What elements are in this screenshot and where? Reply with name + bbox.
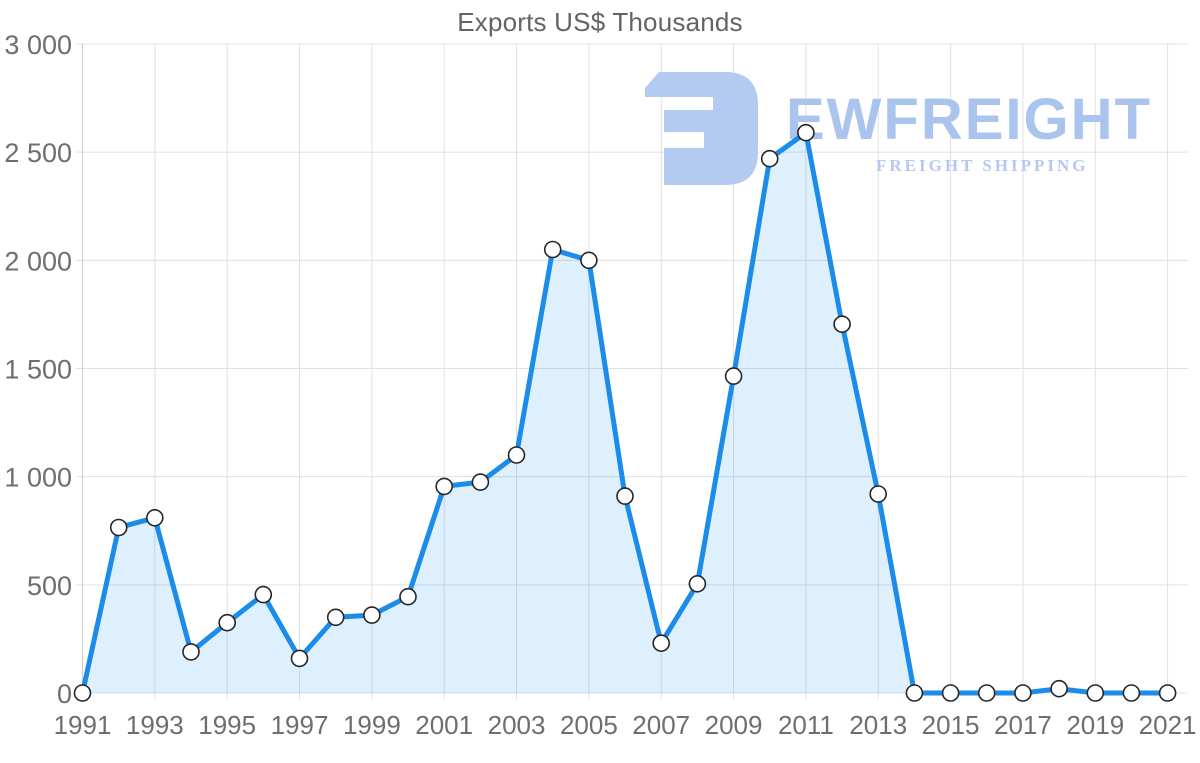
- y-axis-tick-label: 1 000: [4, 463, 72, 493]
- data-point-marker[interactable]: [724, 367, 743, 385]
- data-point-marker[interactable]: [471, 473, 490, 491]
- x-axis-tick-label: 2007: [632, 710, 690, 740]
- x-axis-tick-label: 2017: [994, 710, 1052, 740]
- y-axis-tick-label: 1 500: [4, 355, 72, 385]
- x-axis-tick-label: 2021: [1139, 710, 1197, 740]
- x-axis-tick-label: 2019: [1066, 710, 1124, 740]
- x-axis-tick-label: 2003: [488, 710, 546, 740]
- data-point-marker[interactable]: [73, 684, 92, 702]
- area-fill: [82, 132, 1168, 693]
- data-point-marker[interactable]: [1158, 684, 1177, 702]
- data-point-marker[interactable]: [941, 684, 960, 702]
- x-axis-tick-label: 2005: [560, 710, 618, 740]
- x-axis-tick-label: 1997: [271, 710, 329, 740]
- data-point-marker[interactable]: [435, 477, 454, 496]
- x-axis-tick-label: 2015: [922, 710, 980, 740]
- watermark: EWFREIGHT FREIGHT SHIPPING: [645, 64, 1165, 194]
- data-point-marker[interactable]: [616, 487, 634, 505]
- data-point-marker[interactable]: [688, 574, 707, 593]
- x-axis-tick-label: 1999: [343, 710, 401, 740]
- y-axis-tick-label: 2 000: [4, 246, 72, 276]
- x-axis-tick-label: 2009: [705, 710, 763, 740]
- data-point-marker[interactable]: [1086, 684, 1105, 702]
- data-point-marker[interactable]: [869, 485, 888, 503]
- data-point-marker[interactable]: [977, 684, 996, 702]
- x-axis-tick-label: 2001: [415, 710, 473, 740]
- data-point-marker[interactable]: [109, 518, 128, 537]
- y-axis-tick-label: 3 000: [4, 30, 72, 60]
- data-point-marker[interactable]: [580, 251, 598, 270]
- data-point-marker[interactable]: [290, 649, 309, 668]
- data-point-marker[interactable]: [363, 606, 381, 624]
- x-axis-tick-label: 2011: [778, 710, 834, 740]
- logo-glyph: [645, 72, 758, 185]
- data-point-marker[interactable]: [399, 587, 417, 606]
- data-point-marker[interactable]: [1014, 684, 1032, 702]
- watermark-brand-text: EWFREIGHT: [786, 87, 1152, 152]
- data-point-marker[interactable]: [146, 508, 164, 527]
- y-axis-tick-label: 500: [27, 571, 72, 601]
- data-point-marker[interactable]: [218, 613, 236, 632]
- data-point-marker[interactable]: [326, 608, 345, 627]
- y-axis-tick-label: 0: [57, 679, 72, 709]
- x-axis-tick-label: 1995: [198, 710, 256, 740]
- data-point-marker[interactable]: [760, 149, 779, 168]
- data-point-marker[interactable]: [833, 315, 851, 334]
- data-point-marker[interactable]: [254, 585, 273, 604]
- data-point-marker[interactable]: [507, 446, 526, 464]
- data-point-marker[interactable]: [182, 643, 200, 661]
- x-axis-tick-label: 1991: [54, 710, 112, 740]
- data-point-marker[interactable]: [905, 684, 924, 702]
- x-axis-tick-label: 2013: [849, 710, 907, 740]
- data-point-marker[interactable]: [1122, 684, 1141, 702]
- x-axis-tick-label: 1993: [126, 710, 184, 740]
- data-point-marker[interactable]: [543, 240, 562, 259]
- data-point-marker[interactable]: [797, 123, 815, 142]
- data-point-marker[interactable]: [652, 634, 671, 653]
- ewfreight-logo-icon: [645, 72, 758, 185]
- y-axis-tick-label: 2 500: [4, 138, 72, 168]
- chart-title: Exports US$ Thousands: [457, 7, 743, 37]
- watermark-tagline-text: FREIGHT SHIPPING: [876, 156, 1089, 175]
- data-point-marker[interactable]: [1050, 679, 1068, 698]
